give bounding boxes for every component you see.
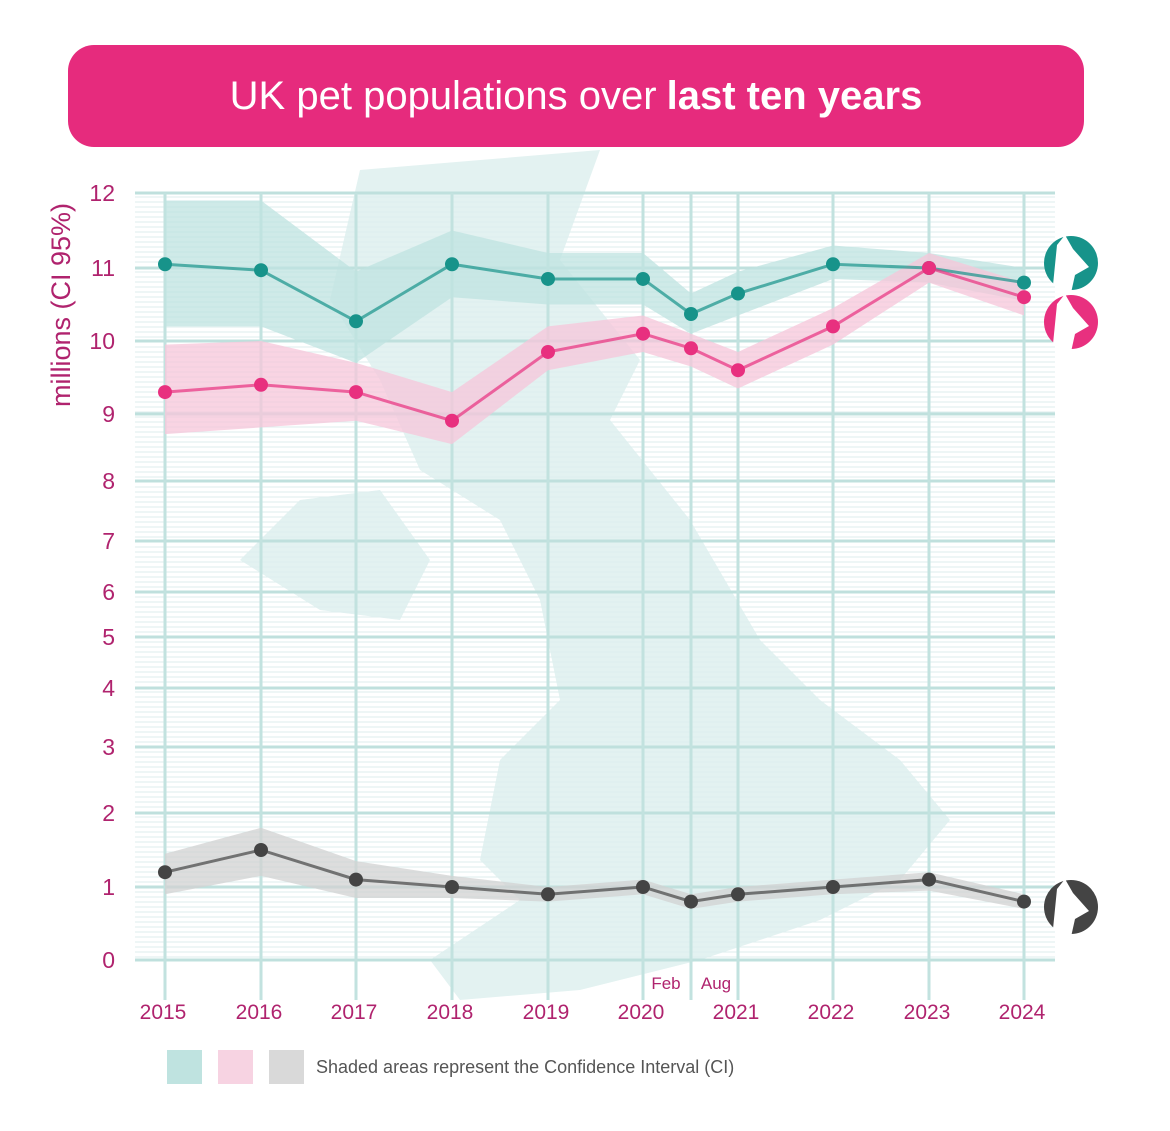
y-tick-label: 5 bbox=[102, 624, 115, 650]
data-point-rabbits bbox=[349, 872, 363, 887]
data-point-rabbits bbox=[158, 865, 172, 880]
legend-swatch-rabbits bbox=[269, 1050, 304, 1084]
legend-note: Shaded areas represent the Confidence In… bbox=[316, 1056, 735, 1077]
x-tick-label: 2020 bbox=[618, 1001, 665, 1024]
x-tick-label: 2021 bbox=[713, 1001, 760, 1024]
data-point-cats bbox=[541, 271, 555, 286]
data-point-dogs bbox=[541, 344, 555, 359]
data-point-cats bbox=[1017, 275, 1031, 290]
data-point-cats bbox=[254, 263, 268, 278]
y-tick-label: 9 bbox=[102, 401, 115, 427]
x-tick-label: 2016 bbox=[236, 1001, 283, 1024]
data-point-dogs bbox=[1017, 290, 1031, 305]
y-tick-label: 3 bbox=[102, 734, 115, 760]
ci-band-cats bbox=[165, 200, 1024, 363]
data-point-rabbits bbox=[684, 894, 698, 909]
data-point-dogs bbox=[158, 385, 172, 400]
data-point-dogs bbox=[445, 413, 459, 428]
title-banner: UK pet populations over last ten years bbox=[68, 45, 1084, 147]
dog-icon bbox=[1044, 294, 1098, 352]
y-tick-label: 0 bbox=[102, 947, 115, 973]
legend-swatch-cats bbox=[167, 1050, 202, 1084]
data-point-rabbits bbox=[445, 880, 459, 894]
x-tick-label: 2017 bbox=[331, 1001, 378, 1024]
legend: Shaded areas represent the Confidence In… bbox=[167, 1050, 734, 1084]
data-point-rabbits bbox=[541, 887, 555, 902]
y-tick-label: 12 bbox=[89, 180, 115, 206]
y-tick-label: 7 bbox=[102, 528, 115, 554]
data-point-dogs bbox=[636, 326, 650, 341]
rabbit-icon-head bbox=[1053, 879, 1089, 937]
x-sub-label: Feb bbox=[651, 974, 680, 993]
x-sub-label: Aug bbox=[701, 974, 731, 993]
data-point-rabbits bbox=[254, 843, 268, 857]
data-point-cats bbox=[445, 257, 459, 272]
y-axis-label: millions (CI 95%) bbox=[46, 203, 76, 407]
y-tick-label: 4 bbox=[102, 675, 115, 701]
y-tick-label: 8 bbox=[102, 468, 115, 494]
x-tick-label: 2018 bbox=[427, 1001, 474, 1024]
title-bold: last ten years bbox=[666, 73, 923, 118]
y-tick-label: 11 bbox=[91, 255, 115, 281]
dog-icon-head bbox=[1053, 294, 1089, 352]
cat-icon bbox=[1044, 235, 1098, 293]
data-point-dogs bbox=[826, 319, 840, 334]
y-tick-label: 1 bbox=[102, 874, 115, 900]
data-point-rabbits bbox=[826, 880, 840, 894]
data-point-dogs bbox=[254, 377, 268, 392]
rabbit-icon bbox=[1044, 879, 1098, 937]
data-point-cats bbox=[684, 306, 698, 321]
y-tick-label: 2 bbox=[102, 800, 115, 826]
data-point-dogs bbox=[731, 363, 745, 378]
cat-icon-head bbox=[1053, 235, 1089, 293]
data-point-cats bbox=[349, 314, 363, 329]
data-point-cats bbox=[826, 257, 840, 272]
y-tick-label: 10 bbox=[89, 328, 115, 354]
data-point-dogs bbox=[922, 261, 936, 275]
data-point-cats bbox=[158, 257, 172, 272]
data-point-rabbits bbox=[1017, 894, 1031, 909]
ci-band-dogs bbox=[165, 253, 1024, 445]
data-point-dogs bbox=[349, 385, 363, 400]
y-tick-label: 6 bbox=[102, 579, 115, 605]
data-point-rabbits bbox=[636, 880, 650, 894]
map-ireland bbox=[240, 490, 430, 620]
data-point-cats bbox=[636, 271, 650, 286]
x-tick-label: 2024 bbox=[999, 1001, 1046, 1024]
x-tick-label: 2019 bbox=[523, 1001, 570, 1024]
x-tick-label: 2022 bbox=[808, 1001, 855, 1024]
data-point-dogs bbox=[684, 341, 698, 356]
data-point-rabbits bbox=[922, 872, 936, 887]
data-point-rabbits bbox=[731, 887, 745, 902]
data-point-cats bbox=[731, 286, 745, 301]
x-tick-label: 2015 bbox=[140, 1001, 187, 1024]
title-regular: UK pet populations over bbox=[229, 73, 657, 118]
legend-swatch-dogs bbox=[218, 1050, 253, 1084]
x-tick-label: 2023 bbox=[904, 1001, 951, 1024]
